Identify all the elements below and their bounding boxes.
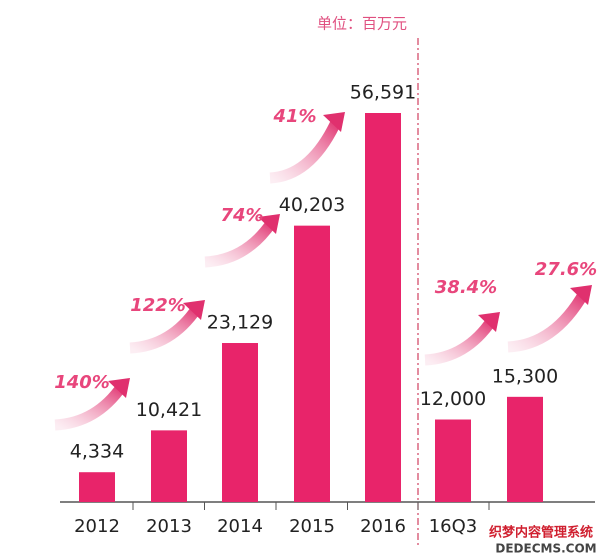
growth-label: 122% bbox=[130, 295, 186, 316]
arrow-head bbox=[570, 285, 592, 305]
bar bbox=[507, 396, 543, 502]
growth-label: 38.4% bbox=[435, 277, 497, 298]
growth-label: 140% bbox=[54, 372, 110, 393]
x-tick-label: 2013 bbox=[146, 516, 192, 537]
value-label: 12,000 bbox=[420, 388, 486, 410]
x-tick-label: 2016 bbox=[360, 516, 406, 537]
bar bbox=[222, 343, 258, 502]
growth-label: 27.6% bbox=[535, 259, 597, 280]
arrow-head bbox=[258, 214, 280, 234]
bar bbox=[294, 225, 330, 502]
value-label: 40,203 bbox=[279, 194, 345, 216]
value-label: 10,421 bbox=[136, 399, 202, 421]
growth-arrow bbox=[129, 304, 202, 354]
bar bbox=[79, 472, 115, 502]
growth-arrow bbox=[424, 316, 497, 366]
arrow-head bbox=[183, 300, 205, 320]
growth-arrow bbox=[269, 117, 342, 184]
arrow-head bbox=[478, 312, 500, 332]
growth-arrow bbox=[204, 218, 277, 268]
bar bbox=[151, 430, 187, 502]
x-tick-label: 2015 bbox=[289, 516, 335, 537]
arrow-head bbox=[323, 112, 345, 132]
unit-label: 单位：百万元 bbox=[317, 15, 407, 33]
x-tick-label: 2014 bbox=[217, 516, 263, 537]
growth-arrow bbox=[54, 382, 127, 431]
growth-label: 74% bbox=[220, 205, 263, 226]
growth-arrow bbox=[507, 290, 589, 353]
x-tick-label: 2012 bbox=[74, 516, 120, 537]
watermark: DEDECMS.COM bbox=[495, 542, 596, 556]
bar bbox=[435, 419, 471, 502]
value-label: 15,300 bbox=[492, 365, 558, 387]
growth-label: 41% bbox=[272, 106, 316, 127]
arrow-head bbox=[108, 378, 130, 398]
watermark: 织梦内容管理系统 bbox=[489, 525, 593, 541]
x-tick-label: 16Q3 bbox=[429, 516, 478, 537]
value-label: 4,334 bbox=[70, 441, 124, 463]
value-label: 23,129 bbox=[207, 312, 273, 334]
value-label: 56,591 bbox=[350, 82, 416, 104]
bar bbox=[365, 113, 401, 502]
